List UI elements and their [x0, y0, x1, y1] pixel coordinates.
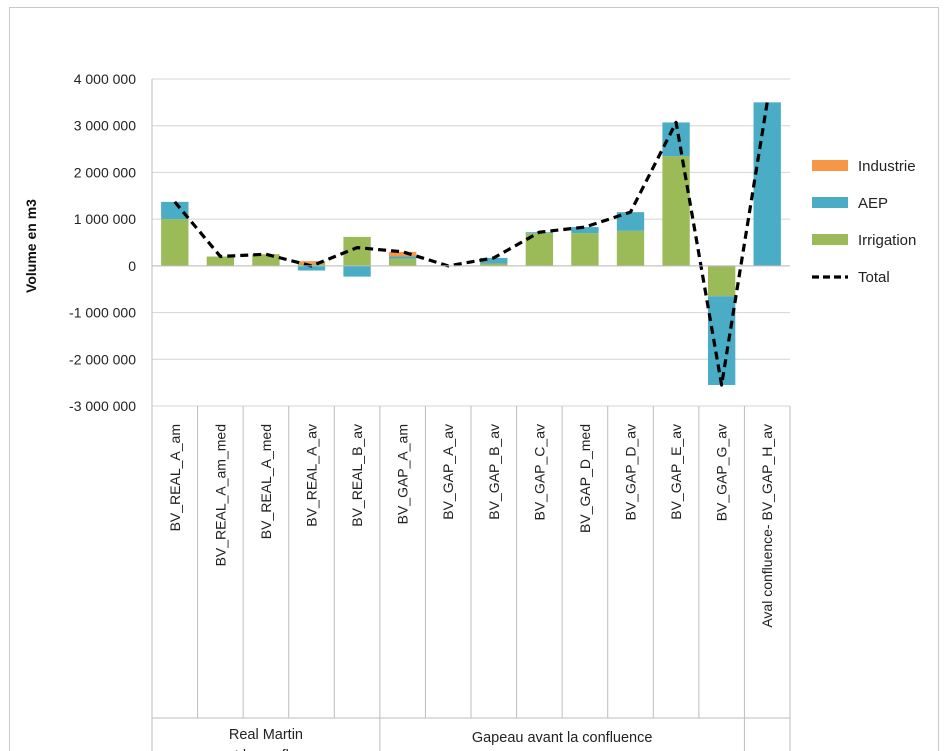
bar-aep-bv-real-a-av — [297, 265, 326, 271]
legend-label-total: Total — [858, 269, 890, 286]
legend-label-aep: AEP — [858, 195, 888, 212]
group-label: Gapeau avant la confluence — [472, 730, 653, 746]
axes — [151, 79, 791, 751]
bar-aep-bv-gap-g-av — [707, 296, 736, 385]
legend-swatch-irrigation — [812, 234, 848, 245]
bar-irrigation-bv-gap-g-av — [707, 265, 736, 297]
category-label: BV_REAL_A_am_med — [212, 424, 228, 566]
category-label: BV_GAP_D_med — [577, 424, 593, 533]
category-label: Aval confluence- BV_GAP_H_av — [759, 424, 775, 628]
group-label: avant la confluence — [203, 748, 328, 751]
category-label: BV_GAP_A_av — [440, 424, 456, 520]
bar-aep-bv-gap-d-med — [571, 227, 599, 234]
legend-label-irrigation: Irrigation — [858, 232, 916, 249]
category-label: BV_GAP_C_av — [531, 424, 547, 521]
y-axis-ticks: 4 000 000 3 000 000 2 000 000 1 000 000 0 -1 … — [69, 71, 136, 414]
total-line — [173, 102, 769, 387]
category-label: BV_REAL_B_av — [349, 424, 365, 527]
category-label: BV_REAL_A_am — [167, 424, 183, 531]
category-label: BV_GAP_A_am — [395, 424, 411, 524]
bar-irrigation-bv-real-a-am-med — [206, 256, 235, 266]
chart-frame — [9, 7, 939, 751]
legend-swatch-aep — [812, 197, 848, 208]
y-tick-label: 3 000 000 — [74, 118, 136, 134]
y-tick-label: -3 000 000 — [69, 398, 136, 414]
y-tick-label: 2 000 000 — [74, 164, 136, 180]
y-tick-label: 1 000 000 — [74, 211, 136, 227]
y-tick-label: -2 000 000 — [69, 351, 136, 367]
y-tick-label: -1 000 000 — [69, 305, 136, 321]
bar-irrigation-bv-gap-b-av — [480, 263, 508, 266]
legend-label-industrie: Industrie — [858, 158, 916, 175]
y-tick-label: 0 — [128, 258, 136, 274]
gridlines — [152, 78, 790, 407]
group-labels: Real Martin avant la confluence Gapeau ava… — [203, 727, 652, 751]
bar-irrigation-bv-gap-a-am — [388, 258, 417, 266]
bar-aep-bv-gap-a-am — [388, 256, 417, 259]
category-label: BV_GAP_G_av — [714, 424, 730, 521]
group-label: Real Martin — [229, 727, 303, 743]
bar-irrigation-bv-gap-d-med — [571, 233, 599, 266]
bars — [161, 102, 781, 385]
bar-irrigation-bv-real-b-av — [343, 236, 371, 266]
bar-industrie-bv-gap-a-am — [388, 251, 417, 257]
bar-aep-bv-real-b-av — [343, 265, 371, 277]
bar-irrigation-bv-real-a-am — [161, 219, 189, 266]
category-label: BV_REAL_A_med — [258, 424, 274, 539]
bar-aep-aval-confluence-bv-gap-h-av — [753, 102, 781, 266]
y-tick-label: 4 000 000 — [74, 71, 136, 87]
category-labels: BV_REAL_A_am BV_REAL_A_am_med BV_REAL_A_me… — [167, 424, 775, 628]
category-label: BV_GAP_B_av — [486, 424, 502, 520]
total-series-line — [173, 102, 769, 387]
y-axis-label: Volume en m3 — [23, 199, 39, 293]
category-label: BV_GAP_E_av — [668, 424, 684, 520]
bar-irrigation-bv-gap-d-av — [616, 230, 645, 266]
bar-aep-bv-gap-b-av — [480, 257, 508, 264]
bar-aep-bv-real-a-am — [161, 201, 189, 220]
category-label: BV_REAL_A_av — [304, 424, 320, 527]
bar-aep-bv-gap-d-av — [616, 212, 645, 231]
category-label: BV_GAP_D_av — [623, 424, 639, 521]
bar-industrie-bv-real-a-av — [297, 261, 326, 264]
bar-irrigation-bv-real-a-med — [252, 254, 280, 266]
legend: Industrie AEP Irrigation Total — [812, 158, 916, 286]
legend-swatch-industrie — [812, 160, 848, 171]
